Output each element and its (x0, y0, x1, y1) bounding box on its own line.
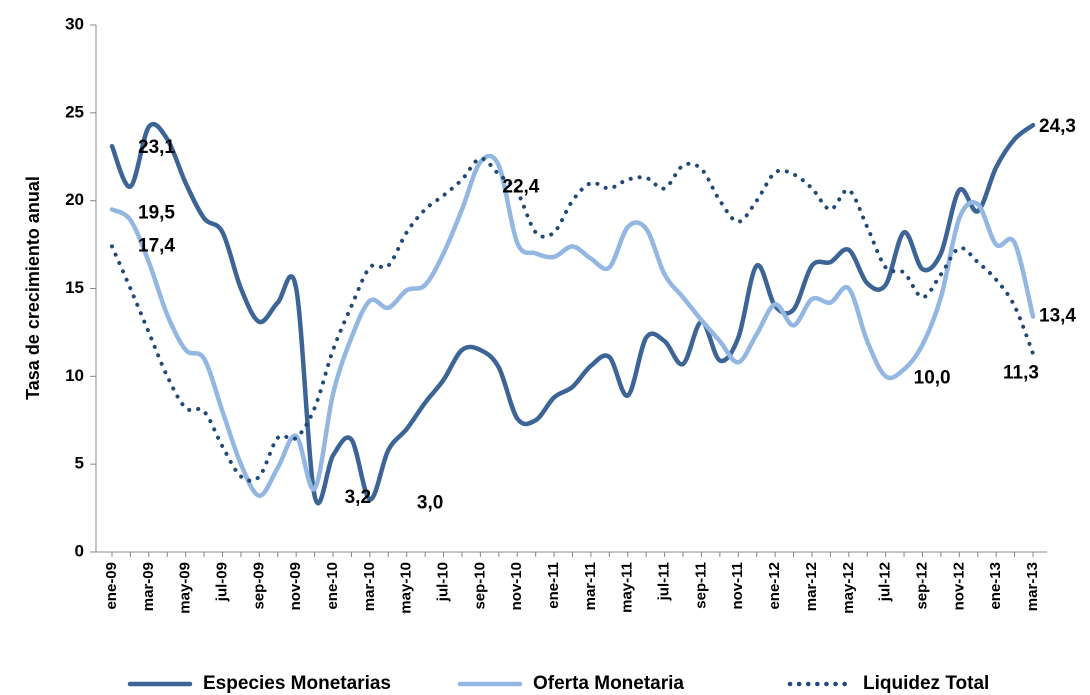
x-tick-label: mar-11 (582, 562, 599, 610)
x-tick-label: mar-13 (1024, 562, 1041, 611)
series-line (109, 121, 1036, 506)
x-tick-label: may-11 (619, 562, 636, 613)
y-tick-label: 30 (65, 14, 84, 33)
y-tick-label: 20 (65, 190, 84, 209)
x-tick-label: ene-11 (545, 562, 562, 609)
data-label: 22,4 (502, 177, 539, 198)
data-label: 3,2 (345, 487, 371, 508)
data-label: 19,5 (138, 202, 175, 223)
y-axis-title: Tasa de crecimiento anual (23, 176, 43, 400)
y-tick-label: 5 (75, 454, 84, 473)
y-tick-label: 15 (65, 278, 84, 297)
x-tick-label: may-12 (840, 562, 857, 614)
x-tick-label: sep-09 (250, 562, 267, 610)
x-tick-label: sep-11 (692, 562, 709, 609)
x-tick-label: ene-10 (324, 562, 341, 610)
x-tick-label: jul-09 (213, 562, 230, 602)
data-label: 24,3 (1039, 116, 1076, 137)
x-tick-label: nov-09 (287, 562, 304, 610)
legend-label: Oferta Monetaria (533, 673, 684, 694)
y-tick-label: 0 (75, 541, 84, 560)
y-tick-label: 10 (65, 366, 84, 385)
data-label: 11,3 (1003, 363, 1039, 384)
data-label: 3,0 (417, 492, 443, 513)
x-tick-label: ene-13 (987, 562, 1004, 610)
data-label: 10,0 (914, 367, 951, 388)
data-label: 17,4 (138, 235, 175, 256)
data-label: 13,4 (1039, 306, 1076, 327)
x-tick-label: mar-09 (140, 562, 157, 611)
x-tick-label: jul-10 (435, 562, 452, 602)
x-tick-label: jul-12 (877, 562, 894, 602)
x-tick-label: ene-09 (103, 562, 120, 610)
x-tick-label: nov-11 (729, 562, 746, 610)
x-tick-label: mar-12 (803, 562, 820, 611)
x-tick-label: nov-12 (950, 562, 967, 610)
x-tick-label: ene-12 (766, 562, 783, 610)
x-tick-label: may-10 (398, 562, 415, 614)
x-tick-label: may-09 (177, 562, 194, 614)
data-label: 23,1 (138, 137, 175, 158)
legend-label: Especies Monetarias (203, 673, 391, 694)
x-tick-label: jul-11 (656, 562, 673, 601)
legend-label: Liquidez Total (863, 673, 989, 694)
x-tick-label: sep-12 (913, 562, 930, 610)
x-tick-label: mar-10 (361, 562, 378, 611)
series-line (109, 153, 1036, 499)
y-tick-label: 25 (65, 102, 84, 121)
series-line (110, 156, 1035, 483)
x-tick-label: nov-10 (508, 562, 525, 610)
x-tick-label: sep-10 (471, 562, 488, 610)
